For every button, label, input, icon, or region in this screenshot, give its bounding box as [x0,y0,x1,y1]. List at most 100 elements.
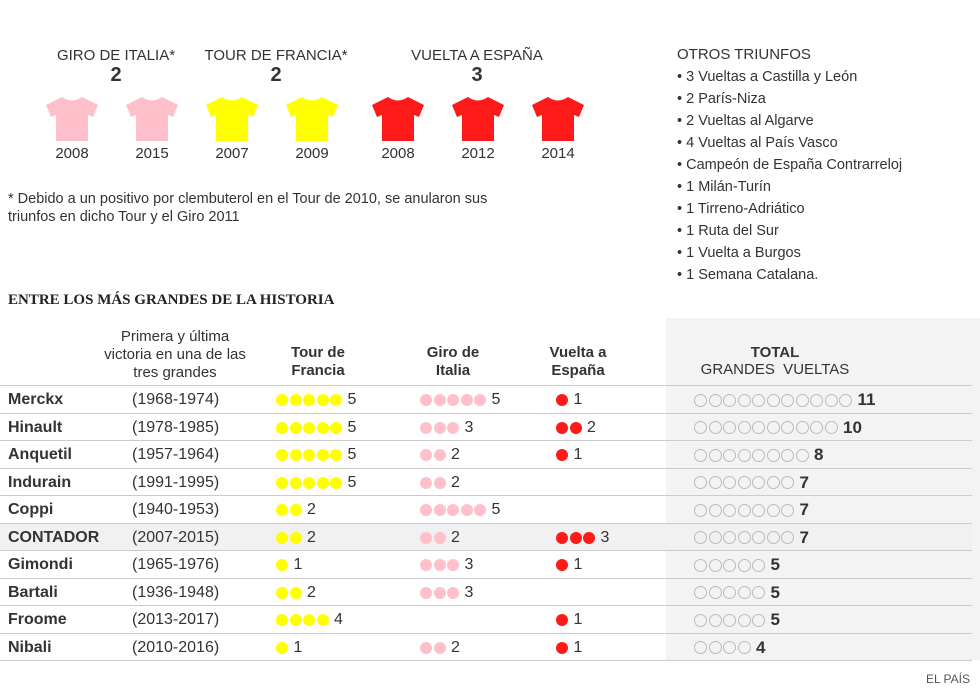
giro-dot [420,476,432,489]
total-dot [737,503,751,517]
total-dot [708,421,722,434]
giro-wins: 5 [420,500,500,520]
section-title: ENTRE LOS MÁS GRANDES DE LA HISTORIA [8,292,335,308]
rider-name: Coppi [8,501,54,518]
giro-dot [420,531,432,544]
tour-dot [276,641,288,654]
total-dot [723,558,736,572]
jersey-year: 2014 [541,145,575,162]
rider-name: Nibali [8,638,52,656]
total-dot [810,421,823,434]
total-dot [723,421,736,434]
giro-dot [447,394,459,406]
total-dot [737,476,751,489]
total-dot [737,641,751,654]
jersey-icon [286,97,338,141]
total-dot [752,613,765,627]
total-dot [708,448,722,462]
vuelta-dot [556,531,568,544]
total-wins: 11 [694,390,875,410]
rider-years: (1957-1964) [132,446,220,463]
giro-wins: 3 [420,583,473,603]
giro-count: 2 [451,446,460,463]
giro-dot [447,421,459,434]
total-wins: 7 [694,500,809,520]
total-dot [737,586,751,599]
total-wins: 5 [694,610,780,630]
tour-wins: 1 [276,555,302,575]
total-wins: 7 [694,473,809,493]
total-dot [752,531,765,544]
giro-count: 2 [451,638,460,656]
jersey-year: 2007 [215,145,249,162]
jersey-icon [206,97,258,141]
tour-dot [316,394,329,406]
other-win-item: • 2 París-Niza [677,91,766,107]
total-dot [694,586,707,599]
total-panel [666,318,980,660]
jersey-count: 2 [110,64,122,86]
total-dot [723,503,736,517]
other-win-item: • 2 Vueltas al Algarve [677,113,814,129]
total-wins: 4 [694,638,765,658]
giro-dot [460,394,473,406]
vuelta-wins: 1 [556,445,582,465]
tour-wins: 2 [276,500,316,520]
giro-dot [433,586,446,599]
giro-dot [460,504,473,516]
total-dot [839,393,852,407]
rider-name: Indurain [8,473,72,491]
table-row: Hinault (1978-1985) 5 3 2 10 [0,412,972,441]
giro-dot [447,504,459,516]
giro-count: 3 [464,583,474,601]
rider-name: Anquetil [8,446,72,463]
giro-dot [433,449,446,461]
giro-dot [420,394,432,406]
total-wins: 10 [694,418,862,438]
jersey-icon [452,97,504,141]
table-row: Indurain (1991-1995) 5 2 7 [0,467,972,496]
header-tour: Tour de Francia [291,344,345,379]
total-wins: 5 [694,583,780,603]
total-dot [766,476,780,489]
tour-count: 5 [347,473,357,491]
tour-count: 2 [307,501,316,518]
giro-wins: 5 [420,390,500,410]
tour-dot [330,421,342,434]
jersey-icon [532,97,584,141]
total-count: 7 [799,472,809,492]
giro-dot [447,559,459,571]
vuelta-wins: 1 [556,610,582,630]
tour-dot [289,476,302,489]
tour-dot [303,421,315,434]
vuelta-count: 1 [573,391,583,408]
total-dot [752,421,765,434]
header-giro: Giro de Italia [426,344,480,379]
total-dot [737,393,751,407]
giro-dot [433,504,446,516]
vuelta-count: 1 [573,446,583,463]
giro-dot [420,504,432,516]
rider-years: (1965-1976) [132,556,220,573]
jersey-year: 2008 [55,145,89,162]
tour-dot [276,394,288,406]
total-count: 4 [756,637,766,657]
tour-count: 4 [334,611,343,628]
total-dot [766,503,780,517]
rider-years: (1978-1985) [132,418,220,436]
total-dot [708,641,722,654]
tour-dot [330,449,342,461]
total-dot [810,393,823,407]
other-win-item: • 4 Vueltas al País Vasco [677,135,838,151]
rider-name: Hinault [8,418,63,436]
tour-wins: 5 [276,390,356,410]
tour-dot [316,449,329,461]
tour-dot [316,476,329,489]
total-dot [694,503,707,517]
total-dot [723,586,736,599]
rider-years: (1991-1995) [132,473,220,491]
vuelta-dot [556,614,568,626]
vuelta-count: 1 [573,611,583,628]
table-row: Coppi (1940-1953) 2 5 7 [0,495,972,523]
other-win-item: • 1 Milán-Turín [677,179,771,195]
